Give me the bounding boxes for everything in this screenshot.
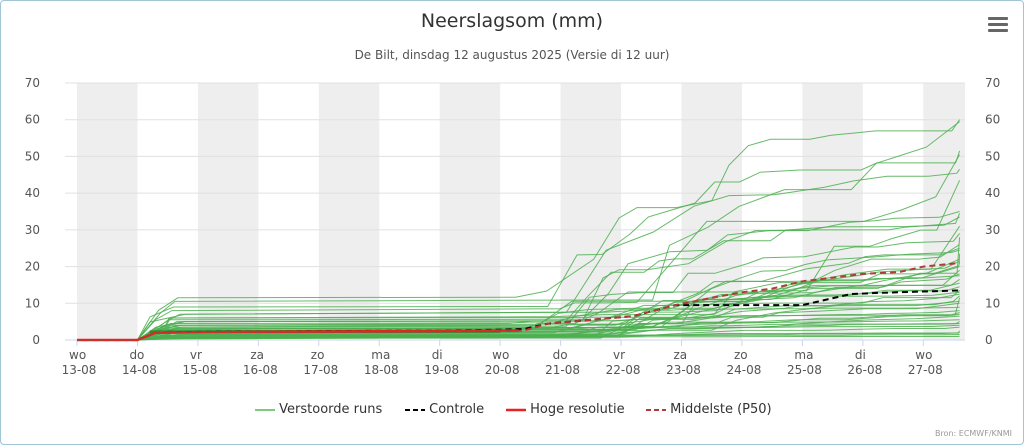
x-tick-date: 18-08 (364, 363, 399, 377)
x-tick-date: 27-08 (908, 363, 943, 377)
x-tick-date: 15-08 (182, 363, 217, 377)
chart-legend: Verstoorde runs Controle Hoge resolutie … (0, 402, 1024, 420)
legend-label: Hoge resolutie (530, 402, 625, 417)
y-tick-label-left: 0 (32, 333, 40, 347)
x-tick-date: 19-08 (424, 363, 459, 377)
x-tick-date: 13-08 (62, 363, 97, 377)
day-band (802, 83, 863, 340)
y-tick-label-right: 40 (985, 186, 1000, 200)
series-line-middelste-p50- (77, 261, 960, 341)
x-tick-date: 21-08 (545, 363, 580, 377)
ensemble-run-line (77, 310, 960, 341)
x-tick-day: do (553, 348, 568, 362)
ensemble-run-line (77, 150, 961, 341)
credit-text: Bron: ECMWF/KNMI (934, 429, 1012, 438)
legend-item-hoge-resolutie[interactable]: Hoge resolutie (506, 402, 625, 417)
x-tick-day: do (129, 348, 144, 362)
legend-label: Middelste (P50) (670, 402, 772, 417)
legend-swatch-hoge-resolutie (506, 408, 526, 411)
y-tick-label-right: 20 (985, 260, 1000, 274)
ensemble-run-line (77, 121, 960, 341)
x-tick-day: za (250, 348, 264, 362)
x-tick-date: 26-08 (847, 363, 882, 377)
ensemble-run-line (77, 335, 960, 341)
x-tick-date: 20-08 (485, 363, 520, 377)
day-band (77, 83, 138, 340)
legend-swatch-middelste (646, 408, 666, 411)
x-tick-date: 16-08 (243, 363, 278, 377)
y-tick-label-right: 70 (985, 76, 1000, 90)
y-tick-label-right: 10 (985, 296, 1000, 310)
x-tick-day: di (855, 348, 866, 362)
legend-item-middelste[interactable]: Middelste (P50) (646, 402, 772, 417)
y-tick-label-left: 10 (25, 296, 40, 310)
ensemble-run-line (77, 278, 960, 341)
y-tick-label-left: 50 (25, 149, 40, 163)
x-tick-date: 17-08 (303, 363, 338, 377)
legend-label: Controle (429, 402, 485, 417)
x-tick-day: vr (613, 348, 625, 362)
day-band (439, 83, 501, 340)
x-tick-day: zo (311, 348, 325, 362)
chart-title: Neerslagsom (mm) (420, 10, 604, 32)
ensemble-run-line (77, 313, 960, 341)
y-tick-label-right: 0 (985, 333, 993, 347)
x-tick-day: wo (492, 348, 509, 362)
y-tick-label-left: 20 (25, 260, 40, 274)
legend-label: Verstoorde runs (279, 402, 383, 417)
ensemble-run-line (77, 211, 960, 341)
x-tick-date: 25-08 (787, 363, 822, 377)
y-tick-label-right: 50 (985, 149, 1000, 163)
x-tick-day: wo (69, 348, 86, 362)
ensemble-run-line (77, 306, 960, 341)
ensemble-run-line (77, 312, 960, 341)
ensemble-run-line (77, 216, 960, 341)
x-tick-date: 14-08 (122, 363, 157, 377)
y-tick-label-left: 60 (25, 113, 40, 127)
x-tick-date: 23-08 (666, 363, 701, 377)
x-tick-day: ma (794, 348, 813, 362)
ensemble-run-line (77, 326, 960, 341)
legend-item-verstoorde-runs[interactable]: Verstoorde runs (255, 402, 382, 417)
chart-subtitle: De Bilt, dinsdag 12 augustus 2025 (Versi… (354, 48, 670, 62)
ensemble-run-line (77, 291, 960, 341)
ensemble-run-line (77, 323, 960, 341)
legend-item-controle[interactable]: Controle (405, 402, 484, 417)
x-tick-day: wo (915, 348, 932, 362)
y-tick-label-left: 70 (25, 76, 40, 90)
x-tick-date: 22-08 (606, 363, 641, 377)
hamburger-icon[interactable] (988, 17, 1008, 37)
y-tick-label-right: 60 (985, 113, 1000, 127)
x-tick-day: di (432, 348, 443, 362)
legend-swatch-controle (405, 408, 425, 411)
y-tick-label-left: 30 (25, 223, 40, 237)
x-tick-day: za (674, 348, 688, 362)
x-tick-date: 24-08 (727, 363, 762, 377)
x-tick-day: ma (371, 348, 390, 362)
day-band (197, 83, 259, 340)
day-band (318, 83, 380, 340)
y-tick-label-left: 40 (25, 186, 40, 200)
y-tick-label-right: 30 (985, 223, 1000, 237)
x-tick-day: vr (190, 348, 202, 362)
legend-swatch-verstoorde (255, 408, 275, 411)
ensemble-run-line (77, 180, 961, 341)
x-tick-day: zo (734, 348, 748, 362)
